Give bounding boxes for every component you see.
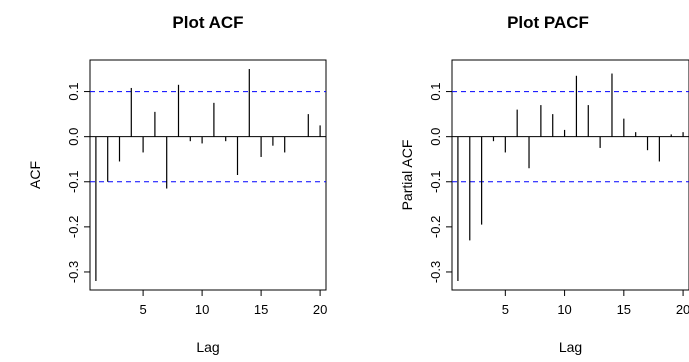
- x-tick-label: 15: [617, 302, 631, 317]
- chart-title: Plot PACF: [507, 13, 589, 32]
- y-tick-label: -0.3: [428, 261, 443, 283]
- x-axis-label: Lag: [196, 339, 219, 355]
- y-axis-label: Partial ACF: [399, 140, 415, 211]
- y-tick-label: -0.1: [428, 171, 443, 193]
- y-tick-label: -0.1: [66, 171, 81, 193]
- x-tick-label: 10: [557, 302, 571, 317]
- y-tick-label: 0.0: [428, 128, 443, 146]
- y-tick-label: 0.1: [428, 83, 443, 101]
- y-tick-label: -0.2: [66, 216, 81, 238]
- x-tick-label: 5: [502, 302, 509, 317]
- plot-frame: [451, 59, 689, 291]
- y-tick-label: 0.0: [66, 128, 81, 146]
- chart-title: Plot ACF: [172, 13, 243, 32]
- y-axis-label: ACF: [27, 161, 43, 189]
- chart-panel-1: 5 10 15 20 -0.3 -0.2 -0.1 0.0 0.1 Plot ACF Lag ACF: [27, 13, 327, 355]
- x-tick-label: 20: [676, 302, 689, 317]
- y-tick-label: -0.2: [428, 216, 443, 238]
- y-tick-label: -0.3: [66, 261, 81, 283]
- x-tick-label: 5: [139, 302, 146, 317]
- x-tick-label: 15: [254, 302, 268, 317]
- x-axis-label: Lag: [559, 339, 582, 355]
- x-tick-label: 20: [313, 302, 327, 317]
- chart-panel-2: 5 10 15 20 -0.3 -0.2 -0.1 0.0 0.1 Plot PACF Lag Par…: [399, 13, 689, 355]
- x-tick-label: 10: [195, 302, 209, 317]
- y-tick-label: 0.1: [66, 83, 81, 101]
- plot-frame: [89, 59, 327, 291]
